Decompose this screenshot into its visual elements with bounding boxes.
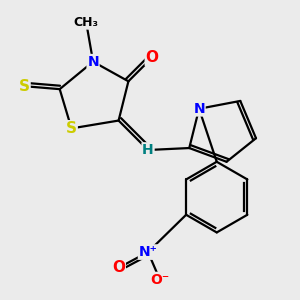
Text: S: S [66, 121, 77, 136]
Text: N: N [193, 102, 205, 116]
Text: S: S [19, 79, 30, 94]
Text: N⁺: N⁺ [139, 245, 158, 259]
Text: CH₃: CH₃ [74, 16, 99, 29]
Text: N: N [87, 55, 99, 69]
Text: O: O [112, 260, 125, 275]
Text: O: O [146, 50, 158, 65]
Text: H: H [142, 143, 154, 157]
Text: O⁻: O⁻ [150, 273, 170, 286]
